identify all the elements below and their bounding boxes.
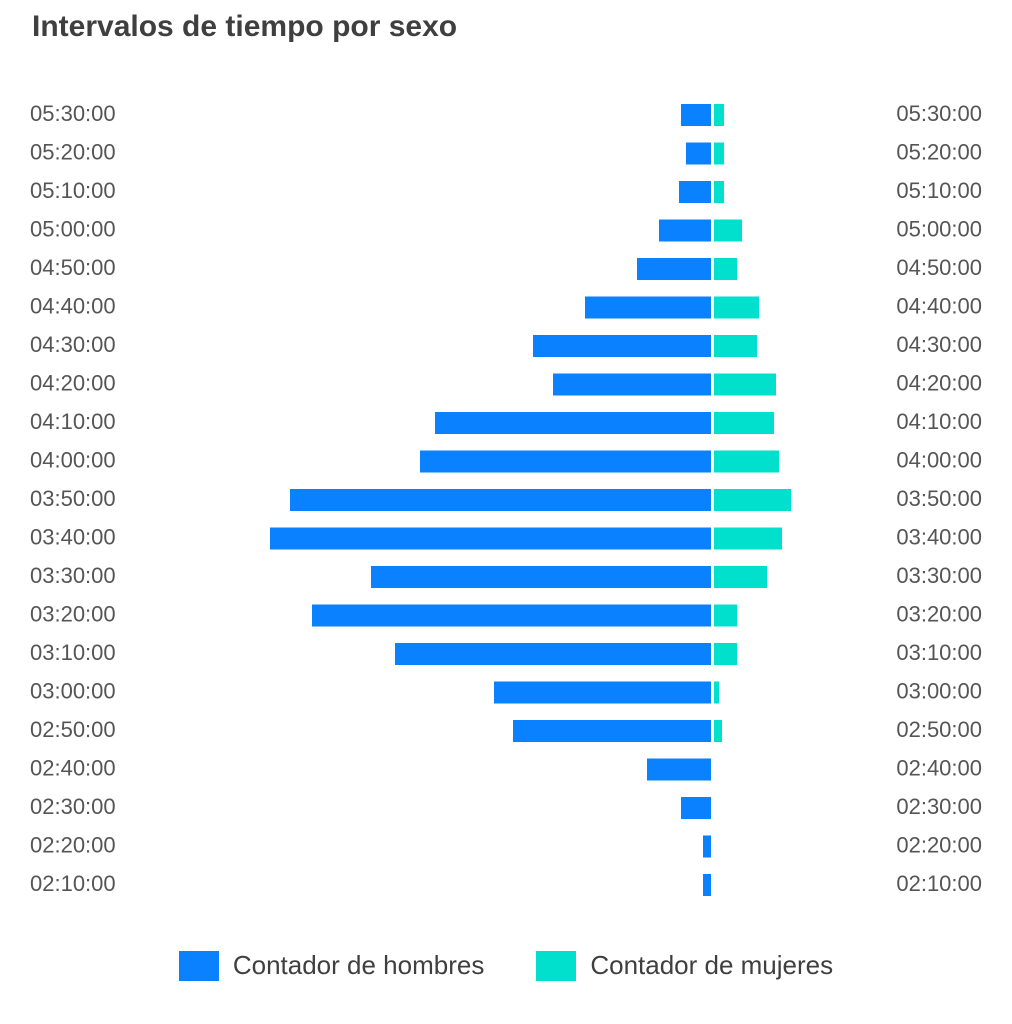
female-bars-group [714,104,791,742]
bar-men-03:40:00[interactable] [270,527,711,550]
tick-label-left: 05:00:00 [30,216,116,241]
bar-women-03:00:00[interactable] [714,681,719,704]
tick-label-right: 02:40:00 [896,755,982,780]
tick-label-left: 04:40:00 [30,293,116,318]
bar-women-04:00:00[interactable] [714,450,779,473]
tick-label-right: 02:20:00 [896,832,982,857]
bar-men-04:20:00[interactable] [553,373,711,396]
bar-men-02:10:00[interactable] [703,874,711,896]
bar-women-05:30:00[interactable] [714,104,724,126]
tick-label-right: 04:30:00 [896,332,982,357]
bar-women-05:20:00[interactable] [714,142,724,165]
tick-label-left: 02:50:00 [30,717,116,742]
tick-label-right: 05:20:00 [896,139,982,164]
bar-men-04:00:00[interactable] [420,450,711,473]
tick-label-left: 03:40:00 [30,524,116,549]
tick-label-right: 04:40:00 [896,293,982,318]
tick-label-left: 04:30:00 [30,332,116,357]
tick-label-right: 02:30:00 [896,794,982,819]
bar-women-05:00:00[interactable] [714,219,742,242]
bar-men-05:00:00[interactable] [659,219,711,242]
tick-label-left: 03:30:00 [30,563,116,588]
bar-women-05:10:00[interactable] [714,181,724,203]
chart-plot: 05:30:00 05:20:00 05:10:00 05:00:00 04:50:00… [30,101,982,896]
tick-label-left: 02:30:00 [30,794,116,819]
tick-label-left: 05:10:00 [30,178,116,203]
right-tick-labels: 05:30:00 05:20:00 05:10:00 05:00:00 04:50:00… [896,101,982,896]
tick-label-right: 04:50:00 [896,255,982,280]
tick-label-right: 05:10:00 [896,178,982,203]
bar-men-05:20:00[interactable] [686,142,711,165]
bar-women-02:50:00[interactable] [714,720,722,742]
bar-men-02:30:00[interactable] [681,797,711,819]
tick-label-right: 03:00:00 [896,678,982,703]
bar-women-03:40:00[interactable] [714,527,782,550]
tick-label-right: 03:10:00 [896,640,982,665]
tick-label-left: 02:10:00 [30,871,116,896]
bar-men-03:50:00[interactable] [290,489,711,511]
tick-label-right: 03:20:00 [896,601,982,626]
tick-label-left: 04:00:00 [30,447,116,472]
bar-women-03:20:00[interactable] [714,604,737,627]
legend-item-men[interactable]: Contador de hombres [178,950,485,981]
bar-men-05:30:00[interactable] [681,104,711,126]
tick-label-right: 05:30:00 [896,101,982,126]
tick-label-left: 04:10:00 [30,409,116,434]
tick-label-right: 04:20:00 [896,370,982,395]
bar-men-05:10:00[interactable] [679,181,711,203]
tick-label-left: 04:50:00 [30,255,116,280]
tick-label-left: 02:40:00 [30,755,116,780]
tick-label-left: 03:50:00 [30,486,116,511]
legend-label-men: Contador de hombres [232,950,485,980]
bar-men-03:10:00[interactable] [395,643,711,665]
bar-men-04:40:00[interactable] [585,296,711,319]
tick-label-right: 04:10:00 [896,409,982,434]
tick-label-right: 05:00:00 [896,216,982,241]
tick-label-left: 02:20:00 [30,832,116,857]
legend-swatch-women [536,950,577,981]
bar-men-02:50:00[interactable] [513,720,711,742]
bar-men-04:50:00[interactable] [637,258,711,280]
legend-swatch-men [178,950,219,981]
tick-label-left: 05:30:00 [30,101,116,126]
tick-label-right: 04:00:00 [896,447,982,472]
tick-label-right: 02:10:00 [896,871,982,896]
chart-title: Intervalos de tiempo por sexo [32,10,458,43]
bar-men-03:00:00[interactable] [494,681,711,704]
legend: Contador de hombres Contador de mujeres [0,950,1012,981]
tick-label-left: 05:20:00 [30,139,116,164]
bar-women-03:10:00[interactable] [714,643,737,665]
bar-women-03:50:00[interactable] [714,489,791,511]
bar-men-02:20:00[interactable] [703,835,711,858]
tick-label-left: 03:10:00 [30,640,116,665]
bar-women-03:30:00[interactable] [714,566,767,588]
tick-label-right: 03:50:00 [896,486,982,511]
bar-women-04:50:00[interactable] [714,258,737,280]
bar-men-02:40:00[interactable] [647,758,711,781]
bar-women-04:10:00[interactable] [714,412,774,434]
tick-label-left: 03:00:00 [30,678,116,703]
bar-men-03:30:00[interactable] [371,566,711,588]
legend-label-women: Contador de mujeres [590,950,834,980]
bar-men-04:10:00[interactable] [435,412,711,434]
bar-women-04:20:00[interactable] [714,373,776,396]
bar-women-04:40:00[interactable] [714,296,759,319]
left-tick-labels: 05:30:00 05:20:00 05:10:00 05:00:00 04:50:00… [30,101,116,896]
bar-women-04:30:00[interactable] [714,335,757,357]
tick-label-right: 02:50:00 [896,717,982,742]
tick-label-right: 03:30:00 [896,563,982,588]
tick-label-right: 03:40:00 [896,524,982,549]
bar-men-04:30:00[interactable] [533,335,711,357]
legend-item-women[interactable]: Contador de mujeres [536,950,833,981]
tick-label-left: 04:20:00 [30,370,116,395]
tick-label-left: 03:20:00 [30,601,116,626]
bar-men-03:20:00[interactable] [312,604,711,627]
male-bars-group [270,104,711,896]
